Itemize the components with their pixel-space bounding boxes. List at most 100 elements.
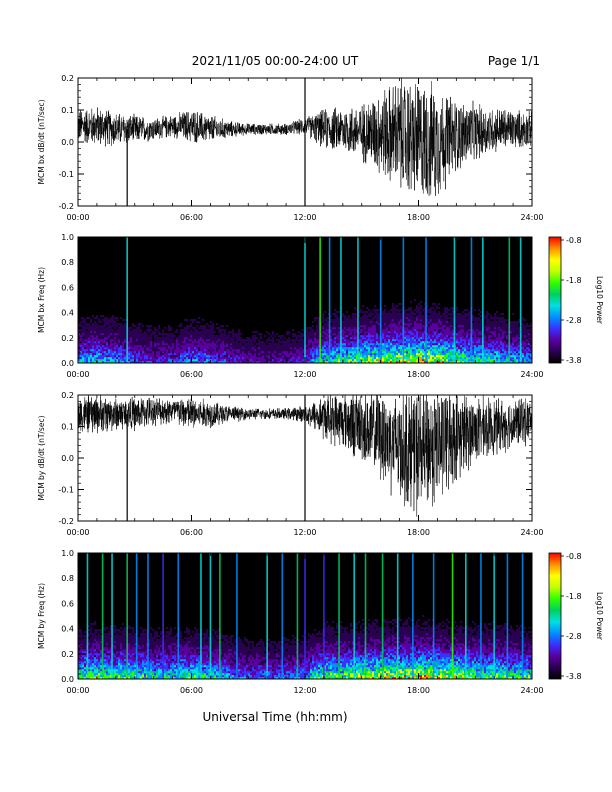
heatmap-cell xyxy=(288,351,291,354)
heatmap-cell xyxy=(286,361,289,364)
heatmap-cell xyxy=(406,347,409,350)
heatmap-cell xyxy=(386,323,389,326)
heatmap-cell xyxy=(268,347,271,350)
heatmap-cell xyxy=(452,333,455,336)
heatmap-cell xyxy=(336,351,339,354)
heatmap-cell xyxy=(396,351,399,354)
heatmap-cell xyxy=(518,349,521,352)
heatmap-cell xyxy=(494,329,497,332)
heatmap-cell xyxy=(530,329,533,332)
heatmap-cell xyxy=(428,347,431,350)
heatmap-cell xyxy=(464,347,467,350)
heatmap-cell xyxy=(358,327,361,330)
heatmap-cell xyxy=(120,353,123,356)
heatmap-cell xyxy=(108,355,111,358)
heatmap-cell xyxy=(172,359,175,362)
heatmap-cell xyxy=(502,331,505,334)
heatmap-cell xyxy=(424,323,427,326)
heatmap-cell xyxy=(266,351,269,354)
heatmap-cell xyxy=(158,347,161,350)
heatmap-cell xyxy=(160,359,163,362)
panels-layer: 00:00 06:00 12:00 18:00 24:000.20.10.0-0.1-0… xyxy=(37,74,604,695)
heatmap-cell xyxy=(446,309,449,312)
heatmap-cell xyxy=(246,347,249,350)
heatmap-cell xyxy=(320,361,323,364)
heatmap-cell xyxy=(392,307,395,310)
heatmap-cell xyxy=(248,355,251,358)
heatmap-cell xyxy=(356,327,359,330)
heatmap-cell xyxy=(494,317,497,320)
heatmap-cell xyxy=(324,319,327,322)
heatmap-cell xyxy=(390,335,393,338)
heatmap-cell xyxy=(452,345,455,348)
heatmap-cell xyxy=(510,337,513,340)
heatmap-cell xyxy=(184,329,187,332)
heatmap-cell xyxy=(268,355,271,358)
heatmap-cell xyxy=(360,347,363,350)
heatmap-cell xyxy=(208,337,211,340)
heatmap-cell xyxy=(344,355,347,358)
heatmap-cell xyxy=(444,307,447,310)
heatmap-cell xyxy=(408,353,411,356)
heatmap-cell xyxy=(230,331,233,334)
heatmap-cell xyxy=(224,343,227,346)
heatmap-cell xyxy=(476,317,479,320)
heatmap-cell xyxy=(346,345,349,348)
heatmap-cell xyxy=(368,343,371,346)
heatmap-cell xyxy=(88,335,91,338)
heatmap-cell xyxy=(522,343,525,346)
heatmap-cell xyxy=(220,361,223,364)
heatmap-cell xyxy=(338,325,341,328)
heatmap-cell xyxy=(430,349,433,352)
heatmap-cell xyxy=(98,343,101,346)
heatmap-cell xyxy=(232,329,235,332)
heatmap-cell xyxy=(284,361,287,364)
heatmap-cell xyxy=(240,333,243,336)
heatmap-cell xyxy=(484,357,487,360)
heatmap-cell xyxy=(330,335,333,338)
heatmap-cell xyxy=(458,325,461,328)
heatmap-cell xyxy=(408,327,411,330)
x-tick-label: 00:00 xyxy=(66,370,89,379)
heatmap-cell xyxy=(476,361,479,364)
heatmap-cell xyxy=(384,321,387,324)
heatmap-cell xyxy=(242,355,245,358)
heatmap-cell xyxy=(280,349,283,352)
heatmap-cell xyxy=(388,335,391,338)
heatmap-cell xyxy=(234,335,237,338)
heatmap-cell xyxy=(138,335,141,338)
heatmap-cell xyxy=(182,337,185,340)
heatmap-cell xyxy=(342,313,345,316)
heatmap-cell xyxy=(456,349,459,352)
heatmap-cell xyxy=(502,347,505,350)
heatmap-cell xyxy=(412,357,415,360)
heatmap-cell xyxy=(368,355,371,358)
heatmap-cell xyxy=(180,357,183,360)
heatmap-cell xyxy=(442,351,445,354)
heatmap-cell xyxy=(154,337,157,340)
heatmap-cell xyxy=(152,333,155,336)
heatmap-cell xyxy=(98,353,101,356)
heatmap-cell xyxy=(528,345,531,348)
heatmap-cell xyxy=(288,331,291,334)
heatmap-cell xyxy=(168,353,171,356)
heatmap-cell xyxy=(124,351,127,354)
heatmap-cell xyxy=(94,341,97,344)
heatmap-cell xyxy=(448,355,451,358)
heatmap-cell xyxy=(228,331,231,334)
heatmap-cell xyxy=(272,343,275,346)
heatmap-cell xyxy=(308,361,311,364)
heatmap-cell xyxy=(462,361,465,364)
heatmap-cell xyxy=(294,355,297,358)
heatmap-cell xyxy=(370,329,373,332)
heatmap-cell xyxy=(350,357,353,360)
heatmap-cell xyxy=(284,351,287,354)
heatmap-cell xyxy=(88,329,91,332)
heatmap-cell xyxy=(312,347,315,350)
heatmap-cell xyxy=(302,355,305,358)
heatmap-cell xyxy=(480,341,483,344)
heatmap-cell xyxy=(480,321,483,324)
heatmap-cell xyxy=(184,359,187,362)
heatmap-cell xyxy=(202,345,205,348)
heatmap-cell xyxy=(342,357,345,360)
